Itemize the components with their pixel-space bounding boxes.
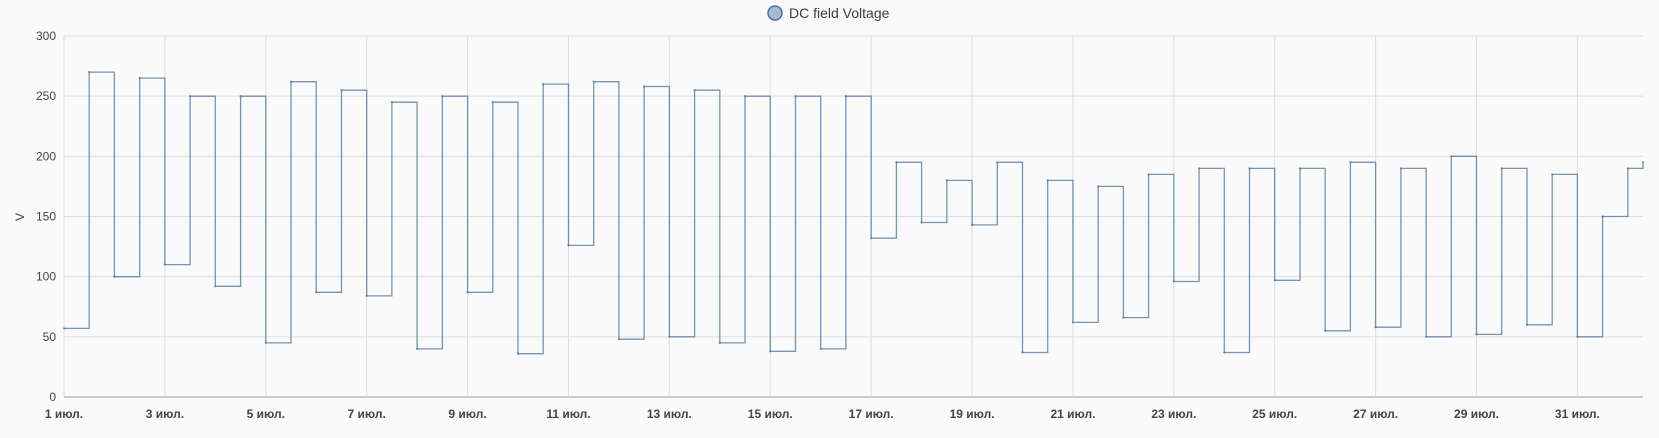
series-point [1046,179,1049,182]
series-point [1273,279,1276,282]
x-tick-label: 7 июл. [348,407,386,421]
series-point [1641,161,1645,164]
series-point [1424,335,1428,338]
series-point [239,95,242,98]
series-point [1324,329,1327,332]
series-point [743,95,747,98]
series-point [1021,351,1024,354]
series-point [1626,167,1630,170]
series-point [466,291,469,294]
series-point [264,341,267,345]
series-point [88,70,91,74]
series-point [214,285,217,288]
legend[interactable]: DC field Voltage [767,5,890,21]
series-point [516,352,520,355]
x-tick-label: 1 июл. [45,407,83,421]
series-point [138,76,141,80]
series-point [188,95,192,98]
series-point [920,221,923,224]
series-point [1551,173,1554,176]
series-point [340,89,343,92]
series-point [390,101,394,104]
series-point [844,95,848,98]
x-tick-label: 17 июл. [849,407,894,421]
series-point [668,335,671,338]
series-line [64,71,1644,355]
series-layer [62,70,1645,355]
grid [63,35,1643,398]
series-point [718,341,721,345]
x-tick-label: 23 июл. [1151,407,1196,421]
y-tick-label: 200 [36,149,56,163]
series-point [1576,335,1579,338]
series-point [1197,167,1201,170]
series-point [1601,215,1604,218]
y-tick-label: 250 [36,89,56,103]
series-point [819,347,822,351]
x-tick-label: 13 июл. [647,407,692,421]
y-tick-label: 100 [36,270,56,284]
series-point [1450,155,1453,158]
x-tick-label: 5 июл. [247,407,285,421]
x-tick-label: 19 июл. [950,407,995,421]
series-point [1298,167,1302,170]
series-point [1475,333,1478,336]
series-point [491,101,494,104]
series-point [567,244,570,247]
series-point [289,80,293,83]
x-tick-label: 21 июл. [1050,407,1095,421]
series-point [769,350,772,353]
x-tick-label: 27 июл. [1353,407,1398,421]
legend-label: DC field Voltage [789,5,890,21]
x-tick-label: 3 июл. [146,407,184,421]
series-point [365,294,368,298]
axis-ticks: 0 50 100 150 200 250 300 1 июл. 3 июл. 5 июл. 7 ию… [36,29,1600,421]
x-tick-label: 29 июл. [1454,407,1499,421]
series-point [1172,280,1176,283]
series-point [1122,316,1125,319]
series-point [1071,321,1075,324]
series-point [895,161,898,164]
series-point [996,161,999,164]
series-point [1248,167,1251,170]
series-point [315,291,318,294]
series-point [441,95,444,98]
series-point [1525,323,1529,326]
series-point [415,347,419,351]
series-point [870,237,873,240]
legend-swatch [767,5,783,21]
series-point [1374,326,1377,329]
series-point [1147,173,1150,176]
y-tick-label: 300 [36,29,56,43]
series-point [592,80,595,83]
series-point [794,95,797,98]
series-point [693,89,696,92]
series-point [1223,351,1226,354]
series-point [642,85,646,88]
series-point [1097,185,1100,188]
y-tick-label: 150 [36,210,56,224]
y-tick-label: 50 [43,330,57,344]
series-point [62,327,66,330]
series-point [1349,161,1352,164]
x-tick-label: 25 июл. [1252,407,1297,421]
series-point [542,82,545,86]
series-point [970,223,974,227]
series-point [617,338,621,341]
series-point [945,179,948,182]
series-point [113,275,116,278]
y-tick-label: 0 [49,390,56,404]
y-axis-label: V [13,213,27,221]
x-tick-label: 11 июл. [546,407,590,421]
x-tick-label: 31 июл. [1555,407,1600,421]
x-tick-label: 15 июл. [748,407,793,421]
series-point [1399,167,1403,170]
series-point [1500,167,1503,170]
series-point [163,263,167,266]
x-tick-label: 9 июл. [448,407,486,421]
